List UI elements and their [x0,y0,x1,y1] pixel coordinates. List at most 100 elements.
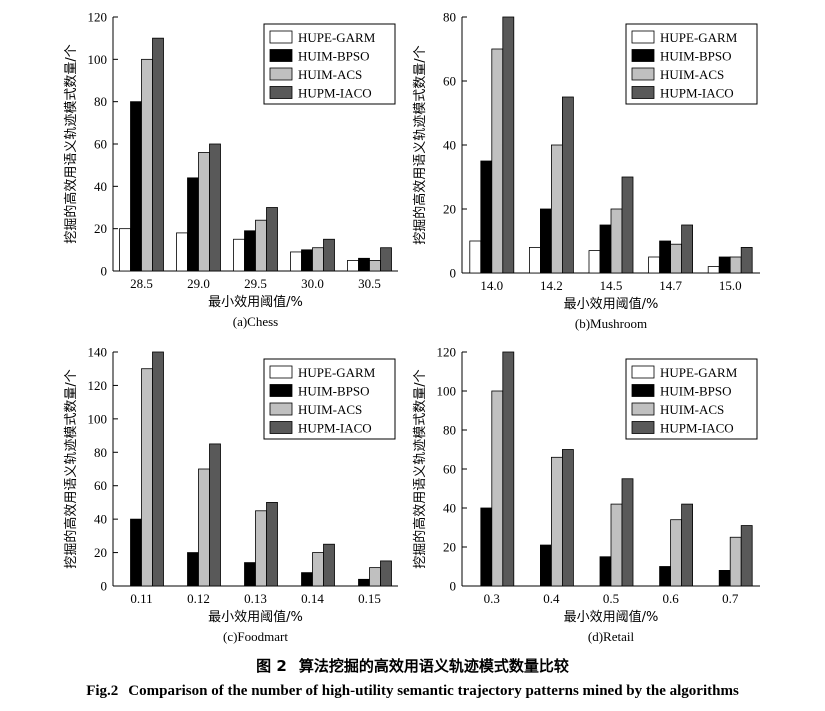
legend-entry: HUPE-GARM [660,365,738,380]
y-tick-label: 0 [101,264,108,279]
y-axis-label: 挖掘的高效用语义轨迹模式数量/个 [412,45,428,244]
legend-entry: HUPM-IACO [660,421,734,436]
bar [551,456,563,587]
bar [233,238,245,272]
bar [491,48,504,274]
bar [469,240,482,274]
x-tick-label: 0.15 [358,591,381,606]
x-tick-label: 14.5 [600,278,623,293]
bar [599,224,612,274]
legend-swatch [631,30,655,44]
y-tick-label: 60 [443,74,456,89]
legend-swatch [269,67,293,81]
x-tick-label: 14.0 [480,278,503,293]
bar [152,351,164,587]
legend: HUPE-GARM HUIM-BPSO HUIM-ACS HUPM-IACO [625,358,758,440]
x-tick-label: 0.11 [130,591,152,606]
bar [119,228,131,272]
bar [209,143,221,272]
bar [198,152,210,272]
y-tick-label: 100 [88,52,108,67]
bar [718,570,731,587]
bar [480,160,493,274]
legend-entry: HUIM-ACS [660,67,724,82]
bar [502,16,515,274]
x-axis-label: 最小效用阈值/% [208,609,303,625]
y-tick-label: 60 [94,137,107,152]
bar [187,177,199,272]
bar [358,257,370,272]
bar [670,519,682,587]
x-axis-label: 最小效用阈值/% [564,296,659,312]
y-tick-label: 120 [88,378,108,393]
legend-entry: HUPE-GARM [298,30,376,45]
bar [323,238,335,272]
x-tick-label: 29.5 [244,276,267,291]
legend-entry: HUPE-GARM [660,30,738,45]
bar [369,567,381,587]
bar [198,468,210,587]
figure-caption-chinese-label: 图 2 [256,657,287,675]
legend-entry: HUPM-IACO [660,86,734,101]
chart-subtitle: (c)Foodmart [223,629,288,644]
y-tick-label: 60 [443,462,456,477]
bar [141,58,153,272]
x-axis-label: 最小效用阈值/% [208,294,303,310]
x-tick-label: 30.0 [301,276,324,291]
legend-swatch [631,365,655,379]
bar [718,256,731,274]
figure-caption-english-label: Fig.2 [86,683,119,699]
bar [266,207,278,272]
bar [621,176,634,274]
bar [312,247,324,272]
bar [266,502,278,587]
legend-entry: HUIM-BPSO [298,49,370,64]
bar [610,503,623,587]
y-axis-label: 挖掘的高效用语义轨迹模式数量/个 [63,44,79,243]
legend: HUPE-GARM HUIM-BPSO HUIM-ACS HUPM-IACO [263,23,396,105]
y-tick-label: 40 [443,501,456,516]
legend-swatch [631,67,655,81]
chart-subtitle: (d)Retail [588,629,635,644]
bar [729,256,742,274]
bar [209,443,221,587]
figure-caption-chinese: 图 2 算法挖掘的高效用语义轨迹模式数量比较 [0,655,825,676]
bar [681,503,693,587]
legend-entry: HUIM-ACS [298,67,362,82]
bar [729,536,742,587]
bar [290,251,302,272]
y-tick-label: 80 [94,94,107,109]
bar [301,572,313,587]
y-tick-label: 80 [443,10,456,25]
bar [255,219,267,272]
bar [551,144,563,274]
bar [176,232,188,272]
bar [659,566,671,587]
chart-panel-1: 0 20 40 60 80 14.0 14.2 14.5 14.7 15.0 最小效用阈值/% (b)… [412,10,760,331]
y-tick-label: 80 [94,445,107,460]
y-tick-label: 40 [94,179,107,194]
chart-panel-0: 0 20 40 60 80 100 120 28.5 29.0 29.5 30.0 30.5 最小效用阈… [63,10,398,329]
y-tick-label: 60 [94,478,107,493]
chart-panel-3: 0 20 40 60 80 100 120 0.3 0.4 0.5 0.6 0.7 最小效用阈值/% (d… [412,345,760,644]
x-tick-label: 0.4 [543,591,560,606]
figure-caption-chinese-text: 算法挖掘的高效用语义轨迹模式数量比较 [298,657,569,675]
legend-swatch [631,384,655,397]
bar [255,510,267,587]
bar [312,552,324,587]
legend-swatch [269,365,293,379]
y-axis-label: 挖掘的高效用语义轨迹模式数量/个 [63,369,79,568]
bar [540,544,552,587]
legend-entry: HUPM-IACO [298,86,372,101]
bar [502,351,515,587]
legend-entry: HUPE-GARM [298,365,376,380]
y-tick-label: 100 [437,384,457,399]
y-tick-label: 120 [88,10,108,25]
bar [740,525,753,587]
bar [707,266,720,274]
bar [562,96,574,274]
legend-swatch [269,86,293,99]
bar [358,578,370,587]
bar [529,246,541,274]
